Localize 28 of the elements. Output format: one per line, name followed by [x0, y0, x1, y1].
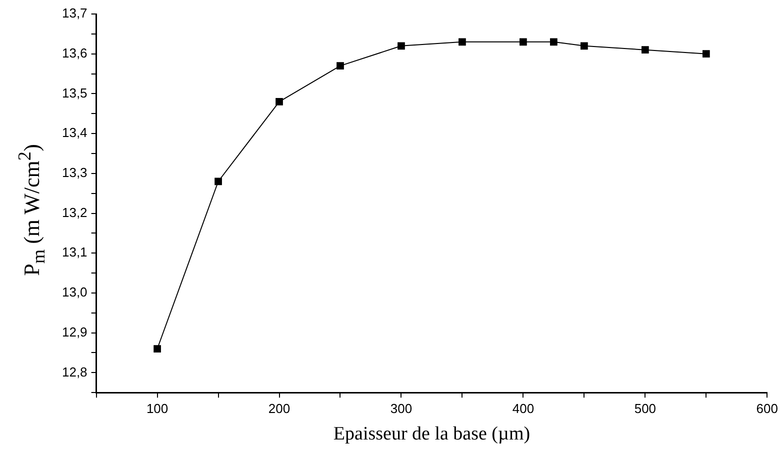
y-tick-label: 13,7 — [62, 6, 88, 21]
x-tick-label: 500 — [634, 400, 656, 416]
y-tick-label: 13,5 — [62, 85, 88, 100]
x-tick-label: 600 — [756, 400, 778, 416]
point — [276, 98, 283, 106]
point — [336, 62, 344, 70]
y-tick-label: 12,9 — [62, 324, 88, 340]
x-tick-label: 400 — [512, 400, 534, 416]
x-tick-label: 200 — [268, 400, 290, 416]
y-tick-label: 13,0 — [62, 284, 88, 300]
point — [458, 38, 466, 46]
y-tick-label: 13,2 — [62, 204, 88, 220]
point — [154, 345, 161, 352]
point — [520, 38, 527, 46]
point — [702, 50, 710, 58]
x-tick-label: 100 — [146, 400, 168, 416]
x-tick-label: 300 — [390, 400, 412, 416]
point — [550, 38, 558, 46]
y-tick-label: 13,4 — [62, 125, 88, 140]
point — [580, 42, 588, 50]
y-tick-label: 13,3 — [62, 164, 88, 180]
y-tick-label: 13,6 — [62, 45, 88, 60]
point — [214, 178, 222, 186]
y-tick-label: 13,1 — [62, 244, 88, 260]
point — [398, 42, 405, 50]
y-tick-label: 12,8 — [62, 364, 88, 380]
x-axis-title: Epaisseur de la base (µm) — [333, 424, 530, 445]
point — [642, 46, 649, 54]
